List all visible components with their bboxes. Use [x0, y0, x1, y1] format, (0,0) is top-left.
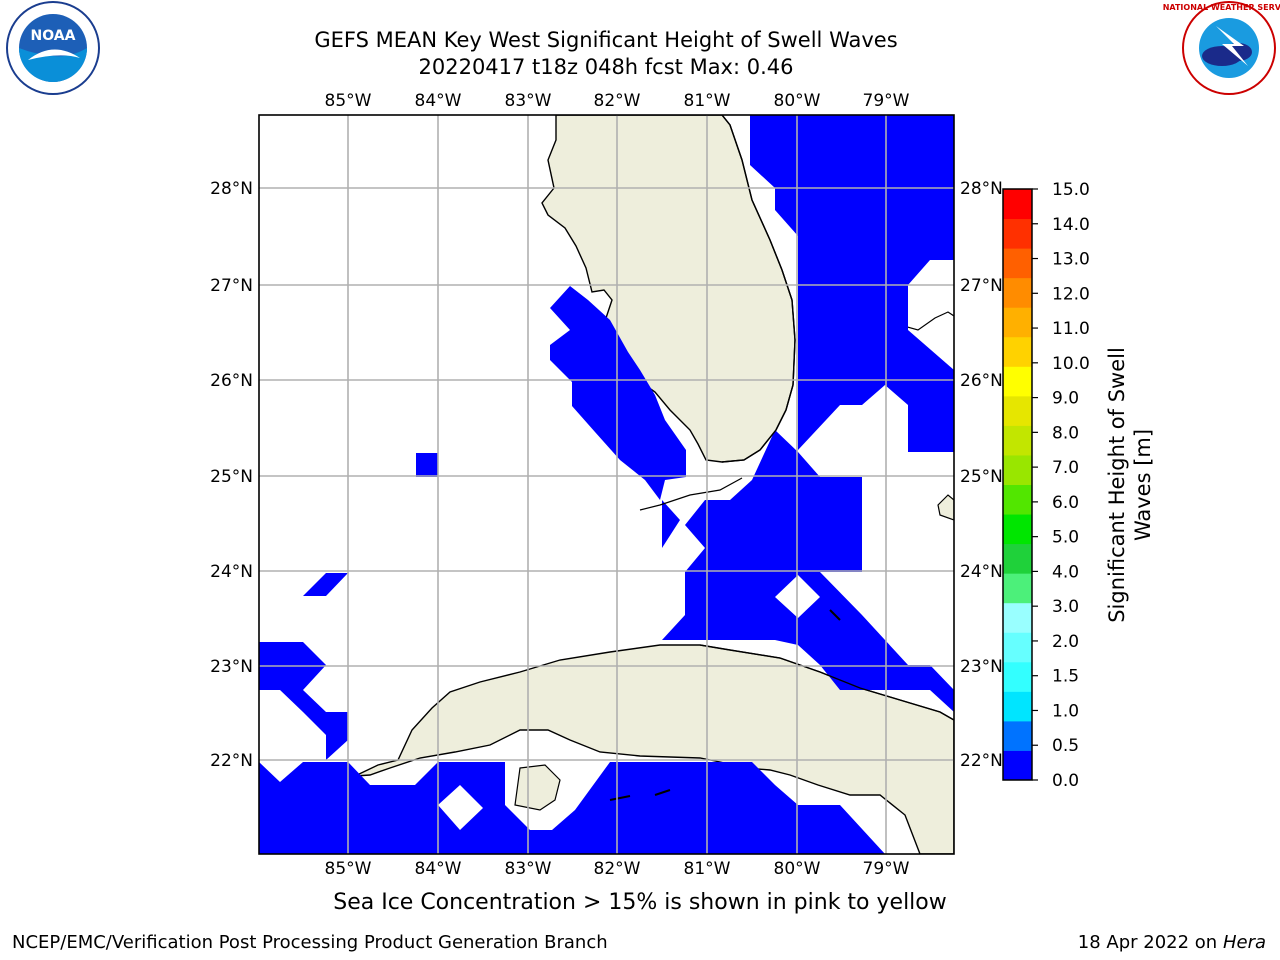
graticule — [259, 115, 954, 854]
lat-label-right: 25°N — [960, 467, 1003, 487]
colorbar-tick-label: 4.0 — [1052, 562, 1079, 582]
lon-label-top: 80°W — [774, 91, 821, 111]
lat-label-left: 26°N — [210, 371, 253, 391]
cuba-landmass — [354, 644, 954, 854]
lon-label-bottom: 85°W — [325, 859, 372, 879]
colorbar-segment — [1003, 336, 1032, 367]
lon-label-top: 82°W — [594, 91, 641, 111]
colorbar-segment — [1003, 395, 1032, 426]
colorbar-tick-label: 1.0 — [1052, 701, 1079, 721]
colorbar-tick-label: 15.0 — [1052, 180, 1090, 200]
sea-ice-note: Sea Ice Concentration > 15% is shown in … — [333, 890, 947, 915]
colorbar-segment — [1003, 366, 1032, 397]
lon-label-top: 83°W — [505, 91, 552, 111]
lat-label-right: 23°N — [960, 657, 1003, 677]
colorbar-segment — [1003, 248, 1032, 279]
footer-credit: NCEP/EMC/Verification Post Processing Pr… — [12, 932, 608, 953]
colorbar-segment — [1003, 218, 1032, 249]
colorbar-tick-label: 14.0 — [1052, 215, 1090, 235]
lat-label-right: 26°N — [960, 371, 1003, 391]
colorbar-segment — [1003, 189, 1032, 220]
colorbar-tick-label: 0.0 — [1052, 771, 1079, 791]
colorbar-tick-label: 2.0 — [1052, 632, 1079, 652]
lat-label-left: 22°N — [210, 751, 253, 771]
colorbar-segment — [1003, 514, 1032, 545]
lat-label-left: 24°N — [210, 562, 253, 582]
noaa-logo: NOAA — [6, 1, 100, 95]
colorbar-label-line1: Significant Height of Swell — [1105, 347, 1129, 623]
lat-label-left: 27°N — [210, 276, 253, 296]
colorbar-tick-label: 10.0 — [1052, 354, 1090, 374]
lat-label-right: 24°N — [960, 562, 1003, 582]
map-title: GEFS MEAN Key West Significant Height of… — [314, 28, 898, 52]
colorbar-segment — [1003, 277, 1032, 308]
lon-label-top: 81°W — [684, 91, 731, 111]
svg-text:NATIONAL WEATHER SERVICE: NATIONAL WEATHER SERVICE — [1163, 3, 1280, 12]
colorbar-segment — [1003, 425, 1032, 456]
lat-label-left: 28°N — [210, 179, 253, 199]
colorbar-segment — [1003, 484, 1032, 515]
colorbar-segment — [1003, 573, 1032, 604]
colorbar-segment — [1003, 661, 1032, 692]
colorbar-tick-label: 5.0 — [1052, 528, 1079, 548]
lon-label-bottom: 80°W — [774, 859, 821, 879]
colorbar-segment — [1003, 720, 1032, 751]
colorbar-tick-label: 13.0 — [1052, 250, 1090, 270]
lat-label-left: 25°N — [210, 467, 253, 487]
colorbar-tick-label: 0.5 — [1052, 736, 1079, 756]
colorbar-tick-label: 3.0 — [1052, 597, 1079, 617]
colorbar-segment — [1003, 602, 1032, 633]
colorbar-segment — [1003, 454, 1032, 485]
colorbar-label-line2: Waves [m] — [1131, 429, 1155, 541]
colorbar-segment — [1003, 750, 1032, 781]
colorbar-segment — [1003, 543, 1032, 574]
lon-label-bottom: 84°W — [415, 859, 462, 879]
lon-label-top: 84°W — [415, 91, 462, 111]
colorbar-tick-label: 8.0 — [1052, 423, 1079, 443]
forecast-subtitle: 20220417 t18z 048h fcst Max: 0.46 — [418, 55, 794, 79]
lon-label-bottom: 82°W — [594, 859, 641, 879]
colorbar-frame — [1002, 188, 1033, 781]
lon-label-top: 85°W — [325, 91, 372, 111]
lon-label-bottom: 81°W — [684, 859, 731, 879]
colorbar-tick-label: 11.0 — [1052, 319, 1090, 339]
footer-date-text: 18 Apr 2022 on — [1077, 932, 1223, 953]
colorbar-segment — [1003, 307, 1032, 338]
lat-label-right: 27°N — [960, 276, 1003, 296]
map-frame — [258, 114, 955, 855]
map-area — [259, 115, 954, 854]
lon-label-bottom: 83°W — [505, 859, 552, 879]
colorbar-segment — [1003, 691, 1032, 722]
colorbar-tick-label: 1.5 — [1052, 667, 1079, 687]
colorbar-tick-label: 7.0 — [1052, 458, 1079, 478]
colorbar-tick-label: 6.0 — [1052, 493, 1079, 513]
lat-label-right: 28°N — [960, 179, 1003, 199]
colorbar-tick-label: 12.0 — [1052, 284, 1090, 304]
noaa-logo-text: NOAA — [31, 28, 76, 44]
footer-host: Hera — [1222, 932, 1266, 953]
colorbar-tick-label: 9.0 — [1052, 389, 1079, 409]
lat-label-left: 23°N — [210, 657, 253, 677]
colorbar: 15.0 14.0 13.0 12.0 11.0 10.0 9.0 8.0 7.0 6.0 5.0 4… — [1002, 180, 1090, 791]
lon-label-top: 79°W — [863, 91, 910, 111]
footer-date: 18 Apr 2022 on Hera — [1078, 932, 1266, 953]
colorbar-segment — [1003, 632, 1032, 663]
lat-label-right: 22°N — [960, 751, 1003, 771]
lon-label-bottom: 79°W — [863, 859, 910, 879]
nws-logo: NATIONAL WEATHER SERVICE — [1163, 1, 1280, 95]
